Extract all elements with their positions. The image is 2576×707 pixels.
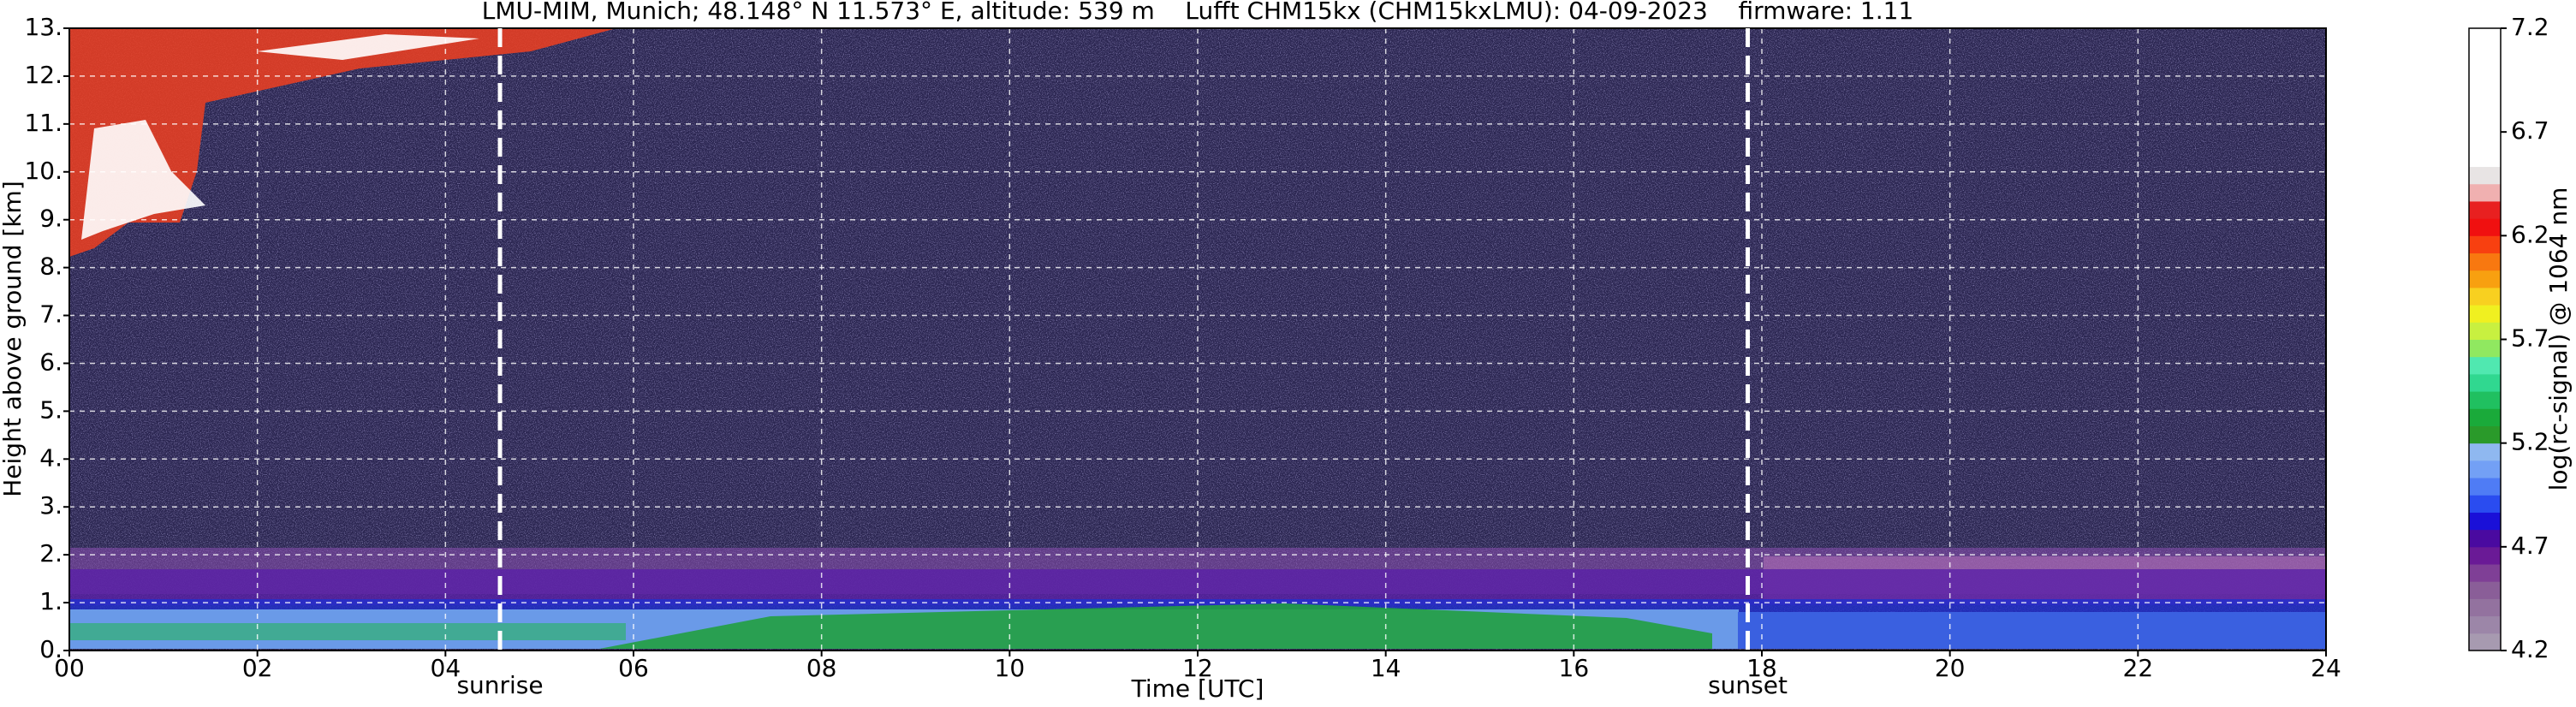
colorbar-swatch [2469, 356, 2501, 375]
colorbar-swatch [2469, 495, 2501, 513]
y-tick-label: 0. [39, 635, 62, 663]
y-tick-label: 2. [39, 539, 62, 567]
colorbar-swatch [2469, 200, 2501, 219]
colorbar-swatch [2469, 546, 2501, 565]
y-axis-label: Height above ground [km] [0, 181, 27, 497]
colorbar-swatch [2469, 391, 2501, 409]
y-tick-label: 8. [39, 253, 62, 281]
colorbar-label: log(rc-signal) @ 1064 nm [2544, 187, 2573, 491]
colorbar-swatch [2469, 132, 2501, 150]
chart-title: LMU-MIM, Munich; 48.148° N 11.573° E, al… [482, 0, 1914, 25]
x-tick-label: 22 [2123, 654, 2154, 682]
x-tick-label: 24 [2311, 654, 2341, 682]
x-tick-label: 00 [54, 654, 85, 682]
colorbar-tick-label: 4.2 [2511, 635, 2549, 663]
colorbar-tick-label: 5.2 [2511, 428, 2549, 456]
x-tick-label: 14 [1371, 654, 1401, 682]
colorbar-swatch [2469, 149, 2501, 168]
x-tick-label: 02 [242, 654, 273, 682]
colorbar-swatch [2469, 45, 2501, 63]
colorbar-swatch [2469, 62, 2501, 81]
colorbar-swatch [2469, 183, 2501, 202]
colorbar-swatch [2469, 28, 2501, 46]
colorbar-swatch [2469, 235, 2501, 254]
annotation-label: sunrise [456, 671, 543, 699]
x-axis-label: Time [UTC] [1131, 674, 1264, 703]
x-tick-label: 08 [806, 654, 837, 682]
y-tick-label: 13. [24, 13, 62, 41]
x-tick-label: 20 [1935, 654, 1966, 682]
colorbar-swatch [2469, 253, 2501, 271]
colorbar-swatch [2469, 166, 2501, 185]
colorbar-swatch [2469, 287, 2501, 306]
x-tick-label: 18 [1746, 654, 1777, 682]
colorbar-swatch [2469, 478, 2501, 496]
y-tick-label: 6. [39, 348, 62, 376]
colorbar-swatch [2469, 322, 2501, 340]
colorbar-swatch [2469, 373, 2501, 392]
colorbar-swatch [2469, 512, 2501, 531]
colorbar-swatch [2469, 305, 2501, 323]
y-tick-label: 4. [39, 443, 62, 472]
colorbar-tick-label: 6.2 [2511, 220, 2549, 248]
x-tick-label: 04 [431, 654, 461, 682]
y-tick-label: 3. [39, 491, 62, 520]
y-tick-label: 5. [39, 395, 62, 424]
colorbar-swatch [2469, 114, 2501, 133]
y-tick-label: 7. [39, 300, 62, 329]
colorbar-swatch [2469, 633, 2501, 651]
x-tick-label: 16 [1559, 654, 1590, 682]
colorbar-swatch [2469, 443, 2501, 461]
y-tick-label: 11. [24, 109, 62, 137]
y-tick-label: 12. [24, 61, 62, 89]
x-tick-label: 06 [618, 654, 649, 682]
colorbar-swatch [2469, 581, 2501, 599]
x-tick-label: 12 [1182, 654, 1213, 682]
colorbar-swatch [2469, 80, 2501, 98]
colorbar-swatch [2469, 218, 2501, 236]
colorbar-swatch [2469, 270, 2501, 288]
colorbar-tick-label: 7.2 [2511, 13, 2549, 41]
colorbar-swatch [2469, 408, 2501, 426]
colorbar-swatch [2469, 97, 2501, 116]
colorbar-swatch [2469, 615, 2501, 634]
colorbar-tick-label: 5.7 [2511, 324, 2549, 353]
colorbar-swatch [2469, 529, 2501, 548]
y-tick-label: 9. [39, 205, 62, 233]
y-tick-label: 10. [24, 157, 62, 185]
colorbar-swatch [2469, 564, 2501, 582]
colorbar-tick-label: 6.7 [2511, 116, 2549, 145]
y-tick-label: 1. [39, 587, 62, 615]
colorbar-swatch [2469, 460, 2501, 478]
colorbar-swatch [2469, 339, 2501, 358]
colorbar-tick-label: 4.7 [2511, 532, 2549, 560]
colorbar-swatch [2469, 598, 2501, 617]
annotation-label: sunset [1708, 671, 1788, 699]
x-tick-label: 10 [995, 654, 1026, 682]
colorbar-swatch [2469, 425, 2501, 444]
